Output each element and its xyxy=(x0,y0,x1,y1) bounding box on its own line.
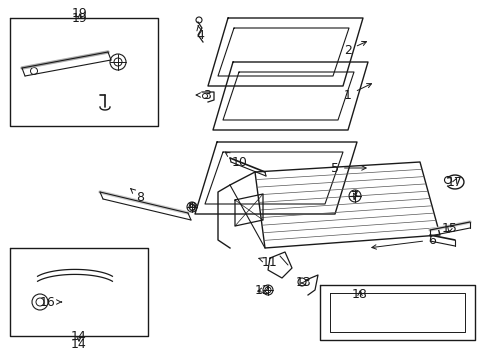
Text: 19: 19 xyxy=(72,6,88,19)
Text: 16: 16 xyxy=(40,296,61,309)
Text: 12: 12 xyxy=(255,284,270,297)
Text: 15: 15 xyxy=(441,221,457,234)
Text: 6: 6 xyxy=(371,234,435,249)
Text: 8: 8 xyxy=(130,189,143,203)
Text: 4: 4 xyxy=(196,26,203,41)
Text: 10: 10 xyxy=(225,152,247,168)
Text: 18: 18 xyxy=(351,288,367,302)
Text: 5: 5 xyxy=(330,162,366,175)
Text: 13: 13 xyxy=(296,276,311,289)
Text: 2: 2 xyxy=(344,41,366,57)
Text: 3: 3 xyxy=(196,89,210,102)
Text: 14: 14 xyxy=(71,338,87,351)
Text: 7: 7 xyxy=(350,189,358,202)
Text: 11: 11 xyxy=(258,256,277,269)
Text: 9: 9 xyxy=(188,201,196,213)
Text: 17: 17 xyxy=(446,176,462,189)
Text: 19: 19 xyxy=(72,12,88,24)
Text: 14: 14 xyxy=(71,329,87,342)
Text: 1: 1 xyxy=(344,84,371,102)
